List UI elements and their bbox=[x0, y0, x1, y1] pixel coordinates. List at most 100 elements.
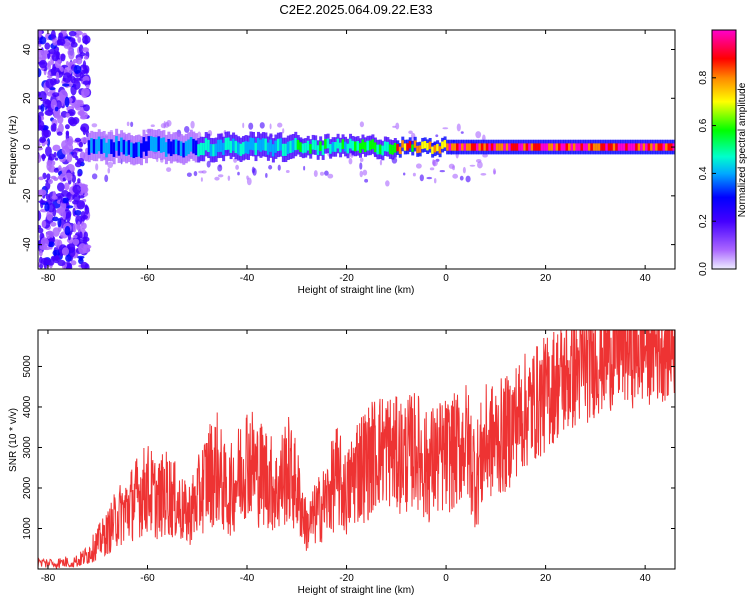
band-core bbox=[112, 142, 116, 157]
noise-speckle bbox=[70, 41, 78, 48]
noise-speckle bbox=[104, 174, 109, 183]
noise-speckle bbox=[252, 167, 257, 176]
band-core bbox=[582, 143, 586, 151]
colorbar: 0.0 0.2 0.4 0.6 0.8 Normalized spectral ampl… bbox=[698, 29, 748, 276]
band-core bbox=[122, 139, 126, 155]
x-tick-label: 20 bbox=[540, 573, 552, 584]
noise-speckle bbox=[477, 161, 483, 169]
band-core bbox=[523, 143, 527, 151]
band-core bbox=[443, 140, 447, 148]
noise-speckle bbox=[47, 71, 51, 76]
band-core bbox=[304, 142, 308, 153]
band-core bbox=[326, 138, 330, 149]
colorbar-tick-label: 0.8 bbox=[698, 70, 709, 84]
band-core bbox=[423, 141, 427, 149]
noise-speckle bbox=[64, 124, 70, 130]
band-core bbox=[376, 144, 380, 155]
snr-series-line bbox=[38, 330, 675, 569]
noise-speckle bbox=[412, 172, 416, 177]
band-core bbox=[100, 139, 104, 154]
noise-speckle bbox=[227, 175, 231, 181]
noise-speckle bbox=[73, 80, 81, 90]
band-core bbox=[172, 139, 176, 155]
noise-speckle bbox=[80, 70, 86, 75]
noise-speckle bbox=[50, 98, 58, 110]
band-core bbox=[217, 139, 221, 152]
noise-speckle bbox=[52, 206, 57, 217]
band-core bbox=[296, 139, 300, 150]
noise-speckle bbox=[359, 162, 363, 170]
y-tick-label: 5000 bbox=[22, 355, 33, 378]
band-core bbox=[269, 139, 273, 152]
noise-speckle bbox=[77, 173, 82, 177]
band-core bbox=[498, 143, 502, 151]
noise-speckle bbox=[74, 137, 82, 143]
band-core bbox=[587, 143, 591, 151]
band-core bbox=[627, 143, 631, 151]
band-core bbox=[647, 143, 651, 151]
band-core bbox=[550, 143, 554, 151]
y-tick-label: 3000 bbox=[22, 436, 33, 459]
band-core bbox=[635, 143, 639, 151]
noise-speckle bbox=[248, 122, 254, 130]
noise-speckle bbox=[359, 157, 364, 162]
band-core bbox=[316, 145, 320, 155]
band-core bbox=[535, 143, 539, 151]
noise-speckle bbox=[75, 215, 83, 226]
noise-speckle bbox=[442, 127, 449, 130]
snr-frame bbox=[37, 329, 676, 570]
noise-speckle bbox=[48, 241, 55, 248]
noise-speckle bbox=[57, 175, 63, 180]
band-core bbox=[577, 143, 581, 151]
snr-x-label: Height of straight line (km) bbox=[298, 585, 415, 596]
y-tick-label: 4000 bbox=[22, 395, 33, 418]
band-core bbox=[349, 138, 353, 149]
noise-speckle bbox=[448, 163, 455, 169]
band-core bbox=[271, 144, 275, 157]
colorbar-ticks: 0.0 0.2 0.4 0.6 0.8 bbox=[698, 70, 716, 276]
x-tick-label: -60 bbox=[140, 273, 155, 284]
noise-speckle bbox=[433, 178, 437, 184]
noise-speckle bbox=[56, 182, 65, 192]
noise-speckle bbox=[75, 57, 83, 65]
band-core bbox=[401, 140, 405, 148]
noise-speckle bbox=[56, 208, 63, 214]
band-core bbox=[393, 142, 397, 153]
band-core bbox=[135, 142, 139, 158]
band-core bbox=[152, 137, 156, 152]
noise-speckle bbox=[184, 125, 190, 133]
band-core bbox=[346, 143, 350, 154]
band-core bbox=[115, 136, 119, 151]
noise-speckle bbox=[246, 175, 249, 180]
noise-speckle bbox=[57, 35, 63, 42]
band-core bbox=[510, 143, 514, 151]
band-core bbox=[493, 143, 497, 151]
band-core bbox=[528, 143, 532, 151]
colorbar-tick-label: 0.2 bbox=[698, 214, 709, 228]
noise-speckle bbox=[65, 112, 70, 118]
x-tick-label: 0 bbox=[443, 573, 449, 584]
noise-speckle bbox=[64, 96, 70, 108]
noise-speckle bbox=[38, 91, 47, 102]
band-core bbox=[331, 142, 335, 152]
noise-speckle bbox=[57, 259, 66, 267]
noise-speckle bbox=[65, 254, 72, 262]
noise-speckle bbox=[38, 200, 47, 204]
band-core bbox=[408, 140, 412, 149]
noise-speckle bbox=[52, 216, 59, 222]
noise-speckle bbox=[38, 227, 44, 234]
band-core bbox=[110, 139, 114, 155]
y-tick-label: 2000 bbox=[22, 476, 33, 499]
band-core bbox=[441, 141, 445, 149]
noise-speckle bbox=[44, 110, 54, 116]
x-tick-label: 40 bbox=[640, 573, 652, 584]
noise-speckle bbox=[46, 173, 51, 181]
band-core bbox=[189, 137, 193, 152]
band-core bbox=[294, 137, 298, 151]
x-tick-label: -80 bbox=[41, 573, 56, 584]
noise-speckle bbox=[80, 222, 87, 230]
band-core bbox=[284, 143, 288, 156]
noise-speckle bbox=[76, 200, 86, 210]
noise-speckle bbox=[80, 111, 88, 119]
noise-speckle bbox=[40, 138, 47, 142]
